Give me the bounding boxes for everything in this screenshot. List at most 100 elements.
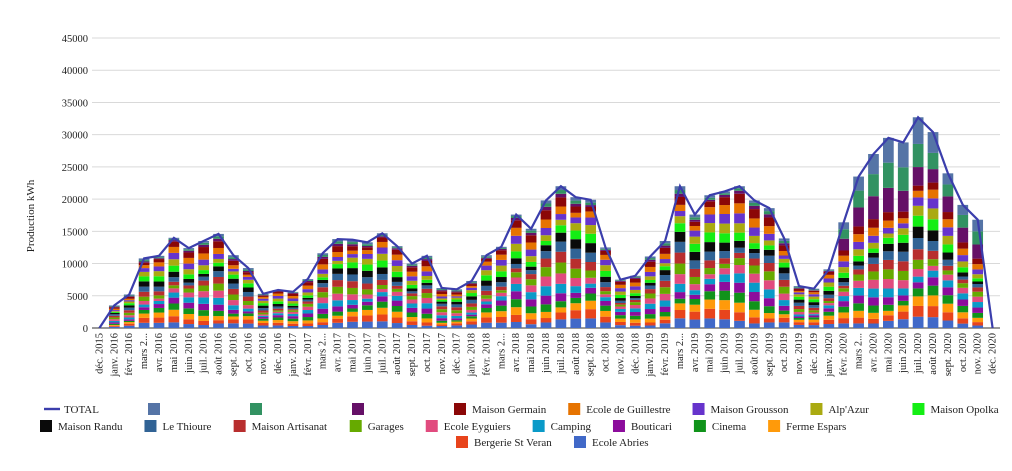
bar-segment <box>481 301 492 305</box>
y-tick-label: 15000 <box>62 227 88 238</box>
bar-segment <box>585 205 597 207</box>
bar-segment <box>615 318 626 322</box>
bar-segment <box>376 279 388 286</box>
y-axis-label: Production kWh <box>25 179 37 252</box>
bar-segment <box>123 296 135 299</box>
x-tick-label: déc. 2015 <box>94 333 105 374</box>
bar-segment <box>629 312 641 316</box>
bar-segment <box>912 205 924 216</box>
bar-segment <box>198 247 209 254</box>
bar-segment <box>704 308 716 319</box>
bar-segment <box>391 295 403 301</box>
bar-segment <box>585 287 597 294</box>
bar-segment <box>659 287 671 294</box>
x-tick-label: mars 2... <box>318 333 329 369</box>
bar-segment <box>198 270 209 274</box>
bar-segment <box>615 304 626 307</box>
bar-segment <box>481 295 492 299</box>
bar-segment <box>689 290 701 295</box>
bar-segment <box>257 318 269 321</box>
bar-segment <box>749 292 760 302</box>
bar-segment <box>823 303 835 306</box>
bar-segment <box>793 302 805 306</box>
bar-segment <box>629 286 641 290</box>
bar-segment <box>778 305 790 311</box>
bar-segment <box>347 300 358 305</box>
bar-segment <box>481 298 492 302</box>
bar-segment <box>644 325 656 328</box>
legend-label: Ecole de Guillestre <box>586 404 670 416</box>
bar-segment <box>153 322 165 328</box>
bar-segment <box>555 225 567 233</box>
bar-segment <box>362 289 373 295</box>
bar-segment <box>451 301 463 305</box>
bar-segment <box>793 319 805 323</box>
bar-segment <box>347 308 358 312</box>
bar-segment <box>555 197 567 207</box>
bar-segment <box>228 271 239 275</box>
bar-segment <box>257 323 269 326</box>
x-tick-label: avr. 2017 <box>333 333 344 372</box>
bar-segment <box>615 298 626 301</box>
bar-segment <box>972 317 984 323</box>
bar-segment <box>674 274 686 284</box>
bar-segment <box>153 262 165 267</box>
bar-segment <box>406 324 418 328</box>
bar-segment <box>421 303 433 309</box>
bar-segment <box>749 282 760 293</box>
bar-segment <box>600 250 611 255</box>
x-tick-label: déc. 2018 <box>630 333 641 374</box>
y-tick-label: 45000 <box>62 34 88 45</box>
y-axis: 0 5000 10000 15000 20000 25000 30000 35000 40000… <box>62 34 88 335</box>
bar-segment <box>868 227 879 236</box>
bar-segment <box>376 301 388 308</box>
bar-segment <box>332 311 343 316</box>
bar-segment <box>823 290 835 295</box>
bar-segment <box>525 319 537 325</box>
bar-segment <box>347 321 358 328</box>
bar-segment <box>272 310 284 312</box>
bar-segment <box>763 217 775 227</box>
y-tick-label: 25000 <box>62 163 88 174</box>
bar-segment <box>317 279 329 284</box>
bar-segment <box>272 291 284 294</box>
bar-segment <box>540 318 552 323</box>
bar-segment <box>376 260 388 268</box>
x-tick-label: févr. 2018 <box>481 333 492 376</box>
x-tick-label: janv. 2020 <box>824 333 835 378</box>
bar-segment <box>272 311 284 314</box>
bar-segment <box>287 311 299 314</box>
bar-segment <box>957 267 969 273</box>
bar-segment <box>778 273 790 280</box>
bar-segment <box>108 326 120 328</box>
bar-segment <box>719 281 730 291</box>
bar-segment <box>659 259 671 264</box>
bar-segment <box>838 318 850 324</box>
x-tick-label: août 2016 <box>214 333 225 375</box>
bar-segment <box>451 307 463 311</box>
bar-segment <box>644 271 656 277</box>
legend-swatch <box>810 403 823 415</box>
bar-segment <box>689 260 701 269</box>
bar-segment <box>600 249 611 251</box>
bar-segment <box>317 308 329 314</box>
bar-segment <box>585 211 597 218</box>
bar-segment <box>466 290 477 294</box>
bar-segment <box>749 253 760 259</box>
bar-segment <box>481 265 492 271</box>
x-tick-label: sept. 2019 <box>764 333 775 376</box>
bar-segment <box>466 293 477 297</box>
bar-segment <box>838 238 850 251</box>
bar-segment <box>481 270 492 276</box>
bar-segment <box>778 322 790 328</box>
bar-segment <box>659 280 671 288</box>
x-tick-label: avr. 2018 <box>511 333 522 372</box>
bar-segment <box>897 218 909 224</box>
bar-segment <box>466 303 477 307</box>
x-tick-label: nov. 2016 <box>258 333 269 374</box>
bar-segment <box>540 251 552 259</box>
bar-segment <box>153 300 165 305</box>
bar-segment <box>957 299 969 306</box>
legend-swatch <box>612 420 625 432</box>
bar-segment <box>213 253 224 259</box>
